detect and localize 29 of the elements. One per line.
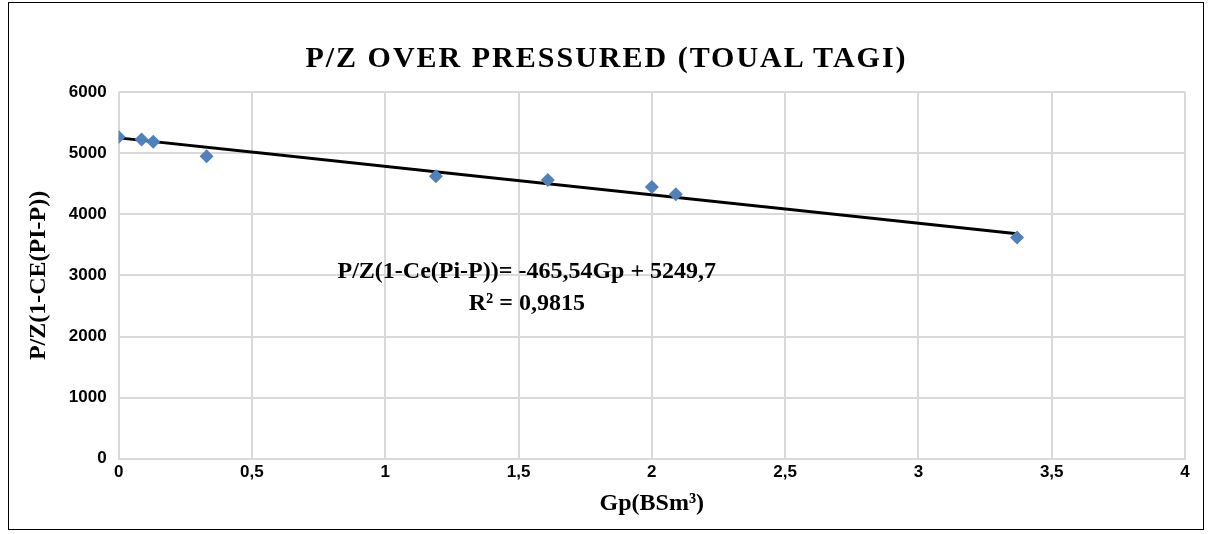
point <box>668 187 683 202</box>
annotation: R² = 0,9815 <box>468 289 585 316</box>
y-axis-title: P/Z(1-CE(PI-P)) <box>23 190 50 361</box>
x-tick-label: 0 <box>113 461 124 481</box>
x-tick-label: 3 <box>913 461 924 481</box>
chart-title: P/Z OVER PRESSURED (TOUAL TAGI) <box>304 40 909 74</box>
annotation: P/Z(1-Ce(Pi-P))= -465,54Gp + 5249,7 <box>337 257 717 284</box>
y-tick-label: 4000 <box>68 203 107 223</box>
x-tick-label: 1 <box>380 461 390 481</box>
x-tick-label: 0,5 <box>240 461 264 481</box>
y-tick-label: 2000 <box>68 326 107 346</box>
x-tick-label: 2 <box>647 461 657 481</box>
point <box>146 134 161 149</box>
x-tick-label: 2,5 <box>773 461 797 481</box>
y-tick-label: 5000 <box>68 142 107 162</box>
point <box>540 172 555 187</box>
point <box>644 180 659 195</box>
point <box>1010 230 1025 245</box>
x-tick-label: 4 <box>1180 461 1191 481</box>
x-tick-label: 3,5 <box>1039 461 1064 481</box>
y-tick-label: 3000 <box>68 265 107 285</box>
y-tick-label: 1000 <box>68 387 107 407</box>
point <box>428 169 443 184</box>
y-tick-label: 6000 <box>68 81 107 101</box>
x-tick-label: 1,5 <box>506 461 531 481</box>
y-tick-label: 0 <box>97 448 107 468</box>
x-axis-title: Gp(BSm³) <box>599 488 705 515</box>
point <box>134 132 149 147</box>
point <box>199 149 214 164</box>
